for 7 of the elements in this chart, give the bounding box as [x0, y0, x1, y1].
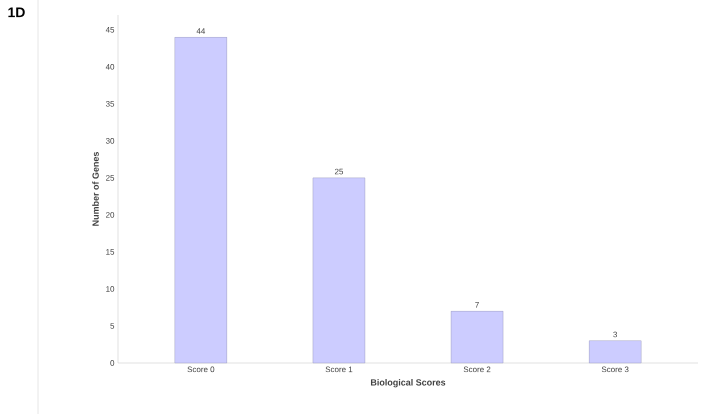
bar: [588, 340, 642, 364]
bar: [174, 37, 228, 364]
y-axis-title: Number of Genes: [92, 152, 99, 226]
bar: [450, 310, 504, 364]
text: 1D: [8, 8, 25, 18]
bar: [312, 178, 366, 364]
x-axis-title: Biological Scores: [370, 379, 446, 388]
